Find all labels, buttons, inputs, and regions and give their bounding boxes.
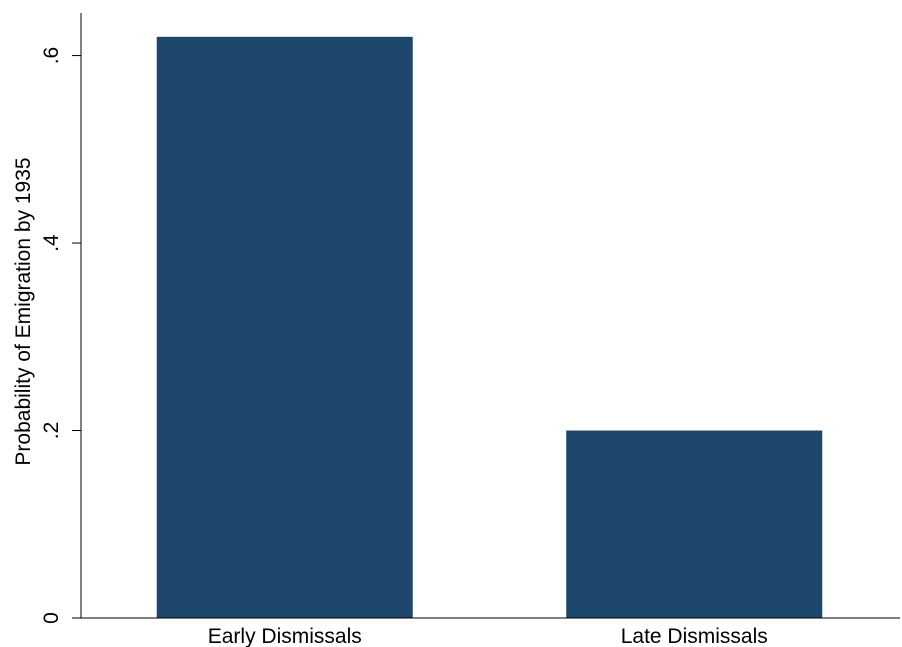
x-category-label: Late Dismissals	[621, 625, 768, 647]
bars	[156, 36, 823, 618]
x-category-label: Early Dismissals	[208, 625, 362, 647]
y-axis-ticks: 0 .2 .4 .6	[40, 47, 81, 624]
bar-early-dismissals	[156, 36, 413, 618]
y-tick-label: .6	[40, 47, 63, 65]
y-tick-label: .2	[40, 422, 63, 440]
y-tick-label: .4	[40, 234, 63, 252]
y-tick-label: 0	[40, 612, 63, 624]
x-axis-labels: Early Dismissals Late Dismissals	[208, 625, 768, 647]
y-axis-label: Probability of Emigration by 1935	[12, 157, 35, 465]
bar-late-dismissals	[566, 430, 823, 618]
